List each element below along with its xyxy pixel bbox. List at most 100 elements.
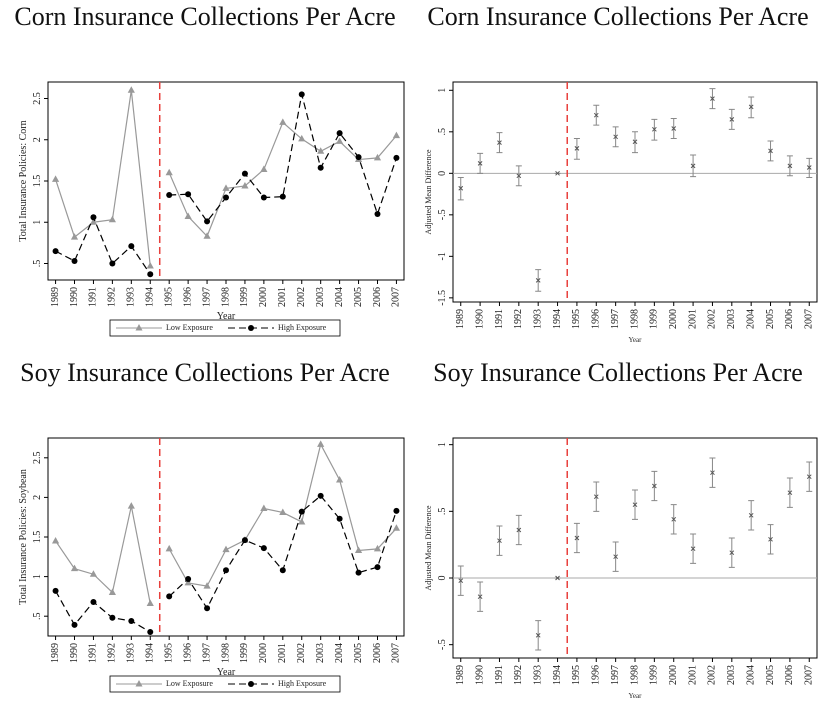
series-line: [55, 90, 151, 267]
marker: [260, 545, 267, 552]
marker: [279, 567, 286, 574]
x-tick-label: 1995: [571, 309, 582, 329]
y-axis-title: Adjusted Mean Difference: [424, 149, 433, 235]
x-tick-label: 1996: [182, 643, 193, 663]
x-tick-label: 1993: [532, 309, 543, 329]
marker: [165, 168, 173, 176]
x-tick-label: 2002: [707, 309, 718, 329]
x-tick-label: 2003: [315, 643, 326, 663]
marker: [374, 564, 381, 571]
x-axis-title: Year: [629, 336, 643, 344]
marker: [279, 118, 287, 125]
x-tick-label: 1993: [126, 643, 137, 663]
marker: [317, 440, 325, 447]
marker: [90, 214, 97, 221]
point-marker: [652, 126, 657, 132]
y-tick-label: .5: [32, 260, 43, 268]
marker: [374, 211, 381, 217]
marker: [109, 614, 116, 621]
marker: [70, 564, 79, 572]
x-tick-label: 1999: [649, 309, 660, 329]
point-marker: [806, 165, 812, 170]
point-marker: [806, 474, 812, 480]
legend-label: Low Exposure: [166, 323, 213, 332]
x-tick-label: 1998: [220, 643, 231, 663]
chart-panel: Soy Insurance Collections Per Acre -.5 0 .5…: [413, 356, 823, 708]
x-tick-label: 2001: [277, 643, 288, 663]
marker: [184, 578, 192, 586]
point-marker: [671, 516, 677, 522]
x-tick-label: 1995: [163, 643, 174, 663]
series-line: [55, 215, 151, 275]
marker: [147, 629, 154, 636]
marker: [392, 131, 401, 139]
x-tick-label: 2003: [726, 665, 737, 685]
x-tick-label: 2000: [258, 287, 269, 307]
x-tick-label: 2006: [784, 665, 795, 685]
x-tick-label: 1998: [629, 309, 640, 329]
marker: [373, 153, 382, 161]
x-tick-label: 2003: [315, 287, 326, 307]
marker: [71, 621, 78, 628]
marker: [355, 569, 362, 576]
x-tick-label: 1989: [455, 665, 466, 685]
point-marker: [632, 502, 638, 508]
x-tick-label: 1999: [239, 287, 250, 307]
marker: [127, 502, 135, 509]
legend-marker: [135, 324, 143, 331]
x-tick-label: 1989: [455, 309, 466, 329]
marker: [71, 258, 78, 265]
x-tick-label: 2005: [765, 309, 776, 329]
marker: [51, 536, 60, 544]
marker: [317, 164, 324, 171]
y-tick-label: .5: [437, 128, 448, 136]
point-marker: [497, 140, 502, 145]
x-tick-label: 1991: [494, 309, 505, 329]
y-axis-title: Total Insurance Policies: Soybean: [18, 469, 29, 605]
x-tick-label: 2001: [687, 665, 698, 685]
marker: [108, 215, 116, 223]
marker: [393, 507, 400, 514]
x-tick-label: 2000: [258, 643, 269, 663]
marker: [223, 567, 229, 574]
x-tick-label: 2006: [372, 287, 383, 307]
marker: [298, 517, 306, 525]
y-tick-label: 2.5: [32, 452, 43, 465]
plot-frame: [452, 437, 818, 659]
x-tick-label: 2005: [353, 287, 364, 307]
x-tick-label: 2005: [765, 665, 776, 685]
marker: [223, 194, 229, 201]
point-marker: [458, 578, 464, 584]
x-tick-label: 1995: [571, 665, 582, 685]
x-tick-label: 2006: [372, 643, 383, 663]
y-tick-label: 2.5: [32, 92, 43, 105]
plot-frame: [452, 81, 818, 303]
series-line: [55, 590, 151, 633]
point-marker: [555, 575, 560, 581]
x-tick-label: 1991: [494, 665, 505, 685]
point-marker: [574, 535, 580, 541]
marker: [108, 588, 116, 595]
y-axis-title: Adjusted Mean Difference: [424, 505, 433, 591]
x-tick-label: 1994: [145, 643, 156, 663]
chart-title: Soy Insurance Collections Per Acre: [433, 358, 803, 387]
x-tick-label: 1993: [126, 287, 137, 307]
x-tick-label: 1994: [552, 309, 563, 329]
chart-title: Corn Insurance Collections Per Acre: [427, 2, 809, 31]
x-tick-label: 2001: [277, 287, 288, 307]
marker: [204, 218, 211, 225]
point-marker: [458, 185, 464, 191]
marker: [336, 130, 343, 137]
chart-panel: Corn Insurance Collections Per Acre -1.5-…: [413, 0, 823, 352]
point-marker: [574, 146, 580, 151]
marker: [165, 544, 173, 552]
y-tick-label: 2: [32, 137, 43, 142]
marker: [241, 537, 248, 544]
legend-box: [109, 675, 341, 693]
x-tick-label: 1989: [50, 643, 61, 663]
x-tick-label: 2000: [668, 309, 679, 329]
x-tick-label: 1992: [513, 665, 524, 685]
x-tick-label: 2007: [804, 309, 815, 329]
x-tick-label: 1998: [629, 665, 640, 685]
